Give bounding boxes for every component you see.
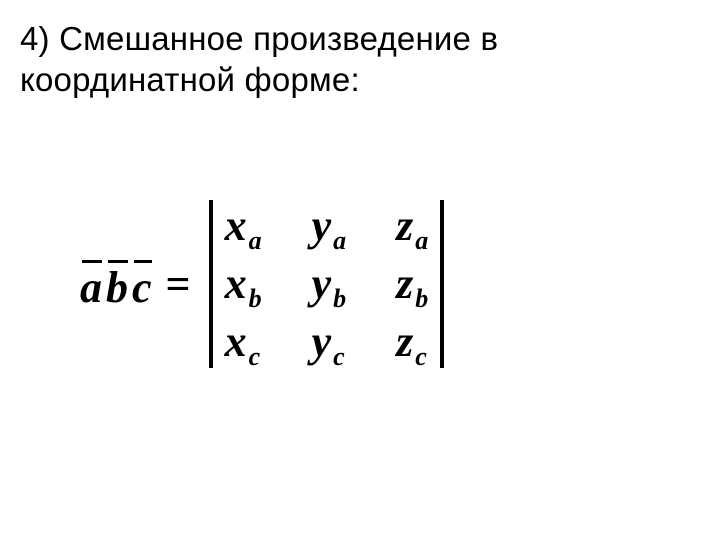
vector-c: c bbox=[132, 258, 152, 310]
vector-letter: b bbox=[106, 263, 128, 312]
cell-main: z bbox=[396, 262, 413, 306]
matrix-cell: y c bbox=[312, 320, 347, 364]
cell-main: x bbox=[225, 204, 247, 248]
matrix-cell: y a bbox=[312, 204, 347, 248]
determinant: x a y a z a x b y b bbox=[209, 200, 445, 368]
cell-main: y bbox=[312, 262, 332, 306]
vector-letter: c bbox=[132, 263, 152, 312]
matrix-cell: z c bbox=[396, 320, 428, 364]
overbar-icon bbox=[82, 260, 102, 263]
matrix-cell: x b bbox=[225, 262, 262, 306]
matrix-cell: z a bbox=[396, 204, 428, 248]
matrix-cell: x c bbox=[225, 320, 262, 364]
cell-sub: a bbox=[333, 228, 346, 254]
matrix-cell: z b bbox=[396, 262, 428, 306]
cell-main: z bbox=[396, 204, 413, 248]
cell-main: x bbox=[225, 320, 247, 364]
overbar-icon bbox=[134, 260, 152, 263]
matrix-grid: x a y a z a x b y b bbox=[213, 200, 441, 368]
slide-page: 4) Смешанное произведение в координатной… bbox=[0, 0, 720, 540]
title-line-2: координатной форме: bbox=[20, 59, 700, 100]
overbar-icon bbox=[108, 260, 128, 263]
title-line-1: 4) Смешанное произведение в bbox=[20, 18, 700, 59]
formula-lhs: a b c bbox=[80, 258, 152, 310]
cell-main: x bbox=[225, 262, 247, 306]
cell-sub: a bbox=[415, 228, 428, 254]
cell-sub: b bbox=[415, 286, 428, 312]
cell-main: y bbox=[312, 320, 332, 364]
vector-a: a bbox=[80, 258, 102, 310]
cell-sub: c bbox=[333, 344, 345, 370]
matrix-cell: x a bbox=[225, 204, 262, 248]
cell-sub: b bbox=[249, 286, 262, 312]
formula: a b c = x a y a bbox=[80, 200, 444, 368]
cell-main: y bbox=[312, 204, 332, 248]
cell-main: z bbox=[396, 320, 413, 364]
vector-letter: a bbox=[80, 263, 102, 312]
cell-sub: c bbox=[249, 344, 261, 370]
det-right-bar-icon bbox=[440, 200, 444, 368]
cell-sub: c bbox=[415, 344, 427, 370]
matrix-cell: y b bbox=[312, 262, 347, 306]
equals-sign: = bbox=[166, 259, 191, 310]
cell-sub: a bbox=[249, 228, 262, 254]
vector-b: b bbox=[106, 258, 128, 310]
cell-sub: b bbox=[333, 286, 346, 312]
